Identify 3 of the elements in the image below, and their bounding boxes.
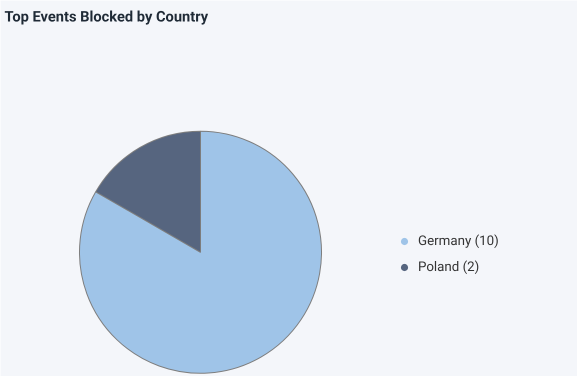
- legend-label: Germany (10): [418, 234, 499, 248]
- chart-title: Top Events Blocked by Country: [4, 8, 209, 26]
- legend-label: Poland (2): [418, 260, 480, 274]
